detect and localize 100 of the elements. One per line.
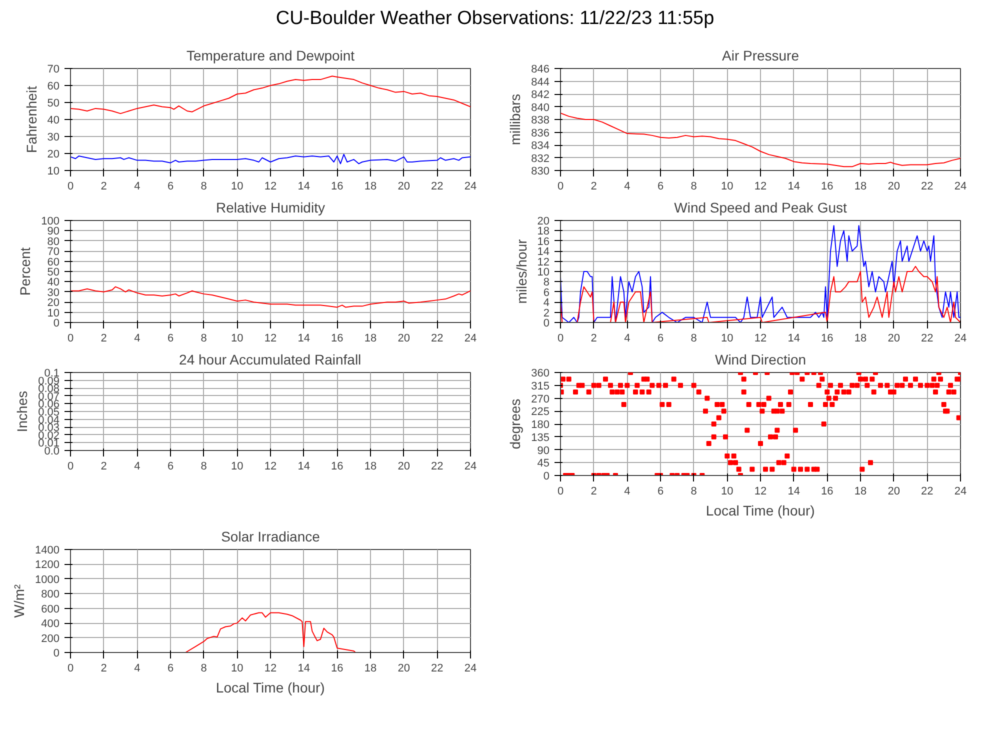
y-tick-label: 0 <box>543 318 550 330</box>
y-axis-title: degrees <box>507 398 524 450</box>
y-tick-label: 270 <box>531 393 550 406</box>
y-tick-label: 90 <box>537 444 550 457</box>
y-tick-label: 2 <box>543 307 550 320</box>
x-tick-label: 2 <box>590 332 597 344</box>
chart-title: 24 hour Accumulated Rainfall <box>179 352 362 368</box>
line-series <box>560 112 960 168</box>
x-tick-label: 24 <box>954 486 967 498</box>
x-tick-label: 24 <box>464 180 477 192</box>
x-tick-label: 16 <box>331 180 344 192</box>
y-axis-title: Percent <box>17 247 34 296</box>
x-tick-label: 16 <box>821 180 834 192</box>
y-tick-label: 1000 <box>35 574 60 586</box>
y-tick-label: 836 <box>531 127 550 140</box>
x-tick-label: 0 <box>67 180 74 192</box>
x-tick-label: 4 <box>624 180 630 192</box>
x-tick-label: 18 <box>364 180 377 192</box>
y-tick-label: 0 <box>53 318 60 330</box>
x-tick-label: 12 <box>264 662 277 674</box>
y-tick-label: 20 <box>537 216 550 228</box>
x-tick-label: 8 <box>200 332 207 344</box>
x-tick-label: 2 <box>100 332 107 344</box>
y-tick-label: 40 <box>47 276 60 289</box>
x-tick-label: 20 <box>888 486 900 498</box>
x-tick-label: 6 <box>657 180 664 192</box>
x-tick-label: 24 <box>954 332 967 344</box>
y-tick-label: 70 <box>47 246 60 258</box>
x-tick-label: 10 <box>231 332 244 344</box>
x-tick-label: 20 <box>398 460 410 472</box>
x-tick-label: 14 <box>298 332 310 344</box>
chart-title: Air Pressure <box>722 48 800 64</box>
x-tick-label: 8 <box>200 662 207 674</box>
x-tick-label: 14 <box>298 662 310 674</box>
y-tick-label: 4 <box>543 297 550 310</box>
x-tick-label: 2 <box>590 180 597 192</box>
y-tick-label: 20 <box>47 297 60 310</box>
chart-title: Wind Speed and Peak Gust <box>674 200 847 216</box>
x-tick-label: 2 <box>590 486 597 498</box>
y-tick-label: 10 <box>537 266 550 278</box>
x-tick-label: 22 <box>921 180 934 192</box>
x-tick-label: 20 <box>398 332 410 344</box>
y-tick-label: 10 <box>47 307 60 320</box>
y-tick-label: 14 <box>537 246 550 258</box>
y-axis-title: millibars <box>507 94 524 146</box>
x-tick-label: 4 <box>624 486 630 498</box>
x-tick-label: 14 <box>788 486 800 498</box>
x-tick-label: 10 <box>721 486 734 498</box>
x-tick-label: 16 <box>331 460 344 472</box>
y-axis-title: W/m² <box>11 584 28 618</box>
y-tick-label: 30 <box>47 286 60 299</box>
y-tick-label: 90 <box>47 226 60 238</box>
x-tick-label: 10 <box>231 662 244 674</box>
x-tick-label: 22 <box>431 662 444 674</box>
y-axis-title: Inches <box>14 390 30 432</box>
y-tick-label: 315 <box>531 380 550 392</box>
x-tick-label: 24 <box>464 662 477 674</box>
x-tick-label: 22 <box>431 460 444 472</box>
x-tick-label: 12 <box>754 180 767 192</box>
y-tick-label: 844 <box>531 76 550 88</box>
x-tick-label: 2 <box>100 662 107 674</box>
x-tick-label: 4 <box>134 180 140 192</box>
chart-title: Solar Irradiance <box>221 528 320 544</box>
y-tick-label: 30 <box>47 132 60 144</box>
y-tick-label: 100 <box>41 216 60 228</box>
y-tick-label: 60 <box>47 256 60 268</box>
x-tick-label: 6 <box>167 332 174 344</box>
x-tick-label: 2 <box>100 180 107 192</box>
y-tick-label: 600 <box>41 603 60 616</box>
y-tick-label: 830 <box>531 166 550 178</box>
x-tick-label: 20 <box>398 180 410 192</box>
y-tick-label: 0 <box>53 648 60 660</box>
x-tick-label: 20 <box>888 180 900 192</box>
x-tick-label: 24 <box>464 460 477 472</box>
x-tick-label: 4 <box>624 332 630 344</box>
x-tick-label: 18 <box>854 486 867 498</box>
text: CU-Boulder Weather Observations: 11/22/23 11:55p <box>276 7 714 31</box>
x-tick-label: 10 <box>721 332 734 344</box>
x-tick-label: 10 <box>721 180 734 192</box>
x-tick-label: 6 <box>167 662 174 674</box>
y-tick-label: 1200 <box>35 559 60 572</box>
x-tick-label: 6 <box>167 460 174 472</box>
x-tick-label: 8 <box>200 460 207 472</box>
x-tick-label: 14 <box>298 180 310 192</box>
x-tick-label: 18 <box>854 332 867 344</box>
x-tick-label: 8 <box>200 180 207 192</box>
y-tick-label: 60 <box>47 80 60 92</box>
chart-title: Wind Direction <box>714 352 806 368</box>
x-tick-label: 14 <box>788 180 800 192</box>
y-tick-label: 842 <box>531 89 550 101</box>
y-tick-label: 50 <box>47 98 60 110</box>
line-series <box>70 286 470 308</box>
y-tick-label: 16 <box>537 236 550 248</box>
chart-title: Temperature and Dewpoint <box>186 48 355 64</box>
x-tick-label: 8 <box>690 332 697 344</box>
x-tick-label: 20 <box>888 332 900 344</box>
y-tick-label: 12 <box>537 256 550 268</box>
y-axis-title: Fahrenheit <box>23 86 40 153</box>
x-tick-label: 12 <box>264 332 277 344</box>
x-tick-label: 16 <box>331 332 344 344</box>
